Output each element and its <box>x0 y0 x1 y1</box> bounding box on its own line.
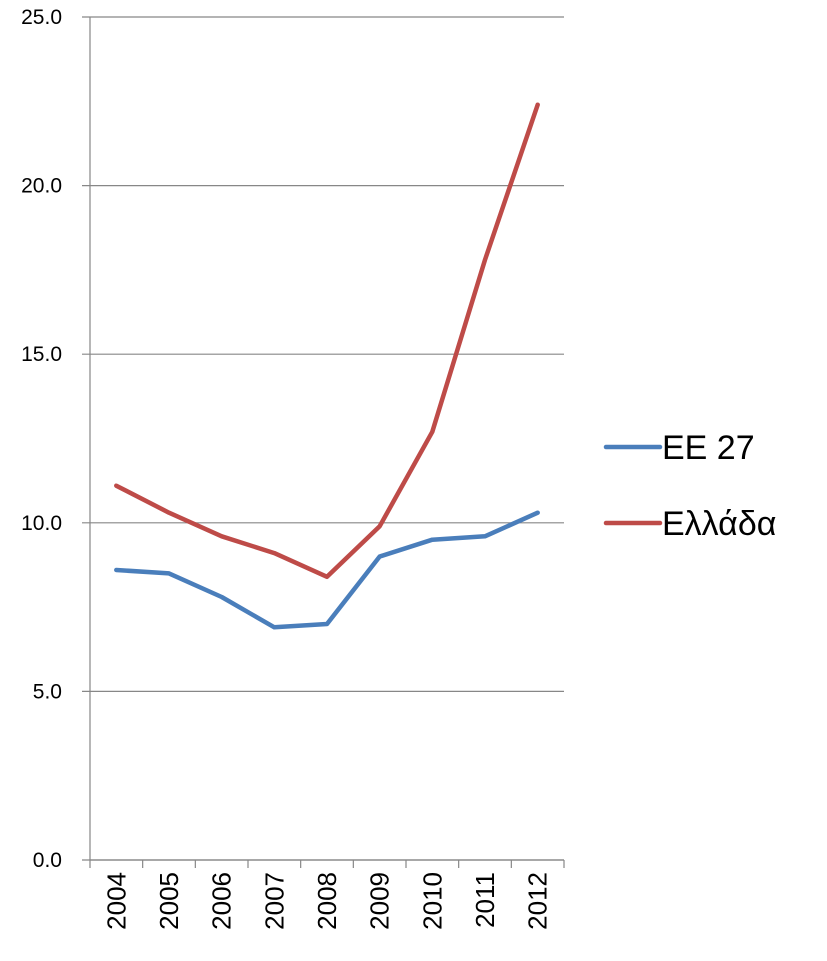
legend-label: Ελλάδα <box>662 505 776 543</box>
x-tick-label: 2004 <box>101 872 131 930</box>
y-tick-label: 0.0 <box>33 849 62 872</box>
series-lines <box>114 102 540 630</box>
x-tick-label: 2008 <box>312 872 342 930</box>
x-tick-label: 2010 <box>417 872 447 930</box>
series-line-0 <box>114 510 540 630</box>
legend: ΕΕ 27 Ελλάδα <box>603 429 776 543</box>
legend-label: ΕΕ 27 <box>662 429 755 467</box>
x-tick-label: 2012 <box>523 872 553 930</box>
y-tick-label: 10.0 <box>21 512 62 535</box>
x-tick-label: 2006 <box>207 872 237 930</box>
y-tick-label: 20.0 <box>21 175 62 198</box>
series-line-1 <box>114 102 540 580</box>
x-tick-label: 2009 <box>365 872 395 930</box>
x-tick-label: 2011 <box>470 872 500 928</box>
y-tick-label: 15.0 <box>21 343 62 366</box>
y-tick-label: 25.0 <box>21 6 62 29</box>
x-tick-label: 2005 <box>154 872 184 930</box>
gridlines <box>82 16 564 861</box>
y-tick-label: 5.0 <box>33 680 62 703</box>
x-tick-label: 2007 <box>259 872 289 930</box>
y-axis-ticks: 0.0 5.0 10.0 15.0 20.0 25.0 <box>21 6 62 872</box>
x-axis-ticks: 2004 2005 2006 2007 2008 2009 2010 2011 2012 <box>101 872 552 930</box>
axes <box>89 17 565 868</box>
